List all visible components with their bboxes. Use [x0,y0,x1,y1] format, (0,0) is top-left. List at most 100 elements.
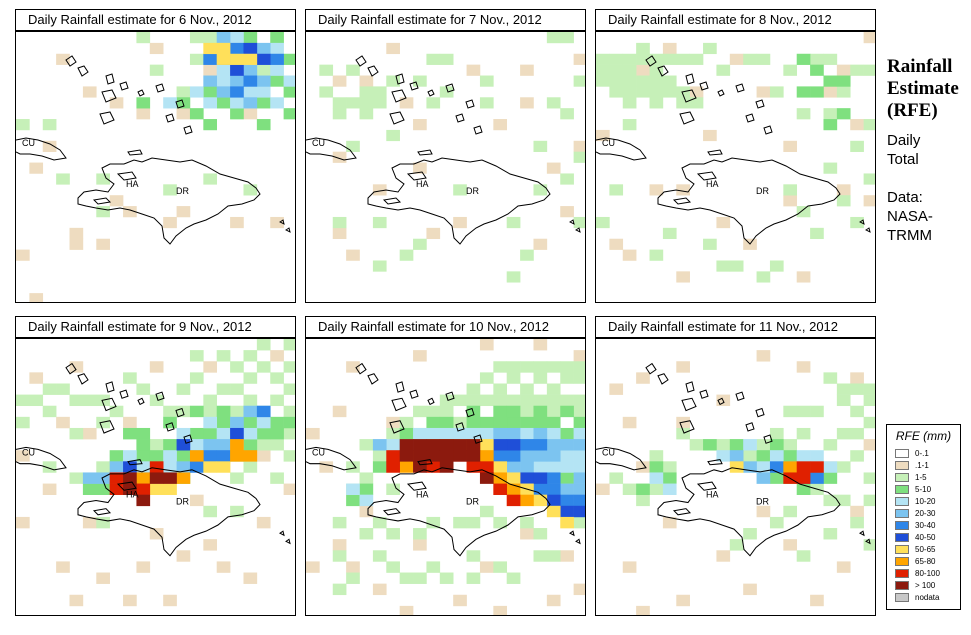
rainfall-cell [796,86,811,98]
rainfall-cell [136,108,151,120]
rainfall-cell [783,439,798,451]
rainfall-cell [270,216,284,229]
rainfall-cell [573,483,585,495]
tortuga-outline [707,459,723,466]
coastline [16,55,291,245]
rainfall-cell [243,572,258,584]
rainfall-cell [346,361,360,373]
rainfall-cell [716,439,731,451]
rainfall-cell [256,339,271,351]
rainfall-cell [823,372,838,384]
rainfall-cell [230,75,244,87]
rainfall-cell [346,97,360,109]
legend-title: RFE (mm) [895,429,952,443]
rainfall-cell [479,450,494,462]
island-outline [657,373,669,385]
rainfall-cell [823,494,838,507]
rainfall-cell [520,461,534,473]
island-outline [175,407,185,418]
rainfall-cell [810,227,824,240]
rainfall-cell [479,472,494,484]
rainfall-cell [533,416,548,429]
rainfall-cell [230,427,244,440]
rainfall-cell [56,416,70,429]
rainfall-grid [319,32,585,283]
rainfall-cell [346,494,360,507]
rainfall-cell [836,184,851,196]
legend-row: 80-100 [895,569,959,579]
island-outline [285,227,291,233]
rainfall-cell [533,427,548,440]
rainfall-cell [230,64,244,76]
rainfall-cell [520,494,534,507]
island-outline [755,99,765,109]
legend-swatch [895,593,909,602]
rainfall-cell [359,86,374,98]
rainfall-cell [560,494,574,507]
rainfall-cell [163,184,177,196]
rainfall-cell [176,108,191,120]
rainfall-cell [479,439,494,451]
rainfall-cell [676,53,690,65]
rainfall-cell [109,450,124,462]
rainfall-cell [466,394,481,407]
rainfall-map: CU HA DR [595,31,876,303]
rainfall-cell [769,450,784,462]
rainfall-cell [283,75,295,87]
rainfall-cell [439,86,454,98]
island-outline [427,89,435,97]
rainfall-cell [676,97,690,109]
rainfall-cell [426,427,441,440]
legend-label: 0-.1 [915,449,929,458]
product-title-line: Rainfall [887,56,953,77]
rainfall-cell [203,173,218,185]
island-outline [137,89,145,97]
rainfall-cell [42,405,57,418]
rainfall-grid [16,32,295,302]
rainfall-cell [243,461,258,473]
rainfall-cell [216,439,231,451]
rainfall-cell [56,53,70,65]
rainfall-cell [399,416,414,429]
island-outline [465,407,475,418]
rainfall-cell [479,75,494,87]
legend-swatch [895,557,909,566]
rainfall-cell [439,405,454,418]
rainfall-cell [649,483,664,495]
rainfall-cell [136,483,151,495]
rainfall-map: CU HA DR [15,338,296,616]
island-outline [679,111,695,125]
rainfall-cell [622,119,637,131]
rainfall-cell [493,483,508,495]
rainfall-cell [413,162,427,174]
rainfall-cell [189,32,204,44]
rainfall-cell [283,416,295,429]
rainfall-cell [596,75,610,87]
rainfall-cell [703,129,717,142]
country-label-cu: CU [602,138,615,148]
rainfall-cell [426,561,441,573]
rainfall-cell [716,450,731,462]
hisp-outline [657,157,841,245]
island-outline [65,55,77,67]
rainfall-cell [810,405,824,418]
rainfall-cell [466,64,481,76]
legend-row: nodata [895,593,959,603]
rainfall-cell [506,572,521,584]
rainfall-cell [136,439,151,451]
rainfall-cell [283,339,295,351]
legend-row: 50-65 [895,545,959,555]
rainfall-cell [270,372,284,384]
rainfall-cell [743,439,757,451]
country-label-cu: CU [22,138,35,148]
legend-swatch [895,509,909,518]
rainfall-cell [466,416,481,429]
rainfall-cell [756,505,771,518]
legend-label: 50-65 [915,545,936,554]
rainfall-cell [676,427,690,440]
source-line: NASA- [887,208,933,225]
rainfall-cell [850,64,864,76]
rainfall-cell [243,427,258,440]
rainfall-cell [622,75,637,87]
rainfall-cell [283,450,295,462]
